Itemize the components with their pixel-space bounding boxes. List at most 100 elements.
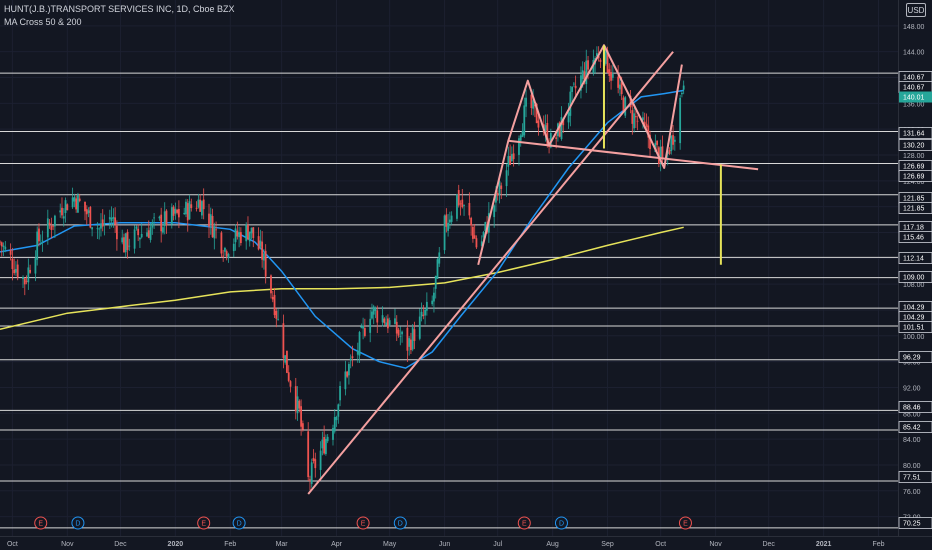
- candle-body: [64, 200, 67, 213]
- level-price-label: 96.29: [903, 355, 921, 362]
- candle-body: [300, 406, 303, 427]
- candle-body: [571, 86, 573, 92]
- candle-body: [535, 103, 538, 124]
- candle-body: [425, 301, 428, 311]
- candle-body: [29, 269, 32, 273]
- candle-body: [238, 232, 241, 238]
- ma50-line: [0, 89, 684, 369]
- candle-body: [434, 275, 437, 289]
- candle-body: [261, 241, 264, 260]
- earnings-event-icon[interactable]: [517, 516, 531, 530]
- candle-body: [431, 300, 434, 305]
- earnings-event-icon[interactable]: [34, 516, 48, 530]
- candle-body: [587, 60, 589, 70]
- time-tick-label: Feb: [224, 541, 236, 548]
- candle-body: [321, 439, 324, 449]
- candle-body: [636, 120, 639, 122]
- indicator-legend[interactable]: MA Cross 50 & 200: [4, 17, 82, 27]
- candle-body: [493, 205, 496, 218]
- candle-body: [585, 60, 588, 85]
- candle-body: [85, 209, 88, 215]
- candle-body: [424, 309, 426, 316]
- level-price-label-box: [898, 471, 932, 483]
- candle-body: [381, 315, 384, 323]
- candle-body: [567, 112, 570, 123]
- candle-body: [374, 308, 377, 311]
- candle-body: [335, 416, 338, 421]
- level-price-label: 85.42: [903, 425, 921, 432]
- candle-body: [307, 431, 310, 478]
- candle-body: [250, 227, 253, 234]
- level-price-label: 126.69: [903, 164, 925, 171]
- earnings-event-icon[interactable]: [678, 516, 692, 530]
- drawings-layer[interactable]: [307, 44, 759, 495]
- candle-body: [642, 117, 644, 121]
- candle-body: [213, 226, 216, 239]
- level-price-label: 121.85: [903, 206, 925, 213]
- candle-body: [222, 255, 225, 257]
- candle-body: [314, 459, 317, 469]
- price-tick-label: 92.00: [903, 385, 921, 392]
- candle-body: [66, 204, 69, 211]
- candle-body: [174, 208, 177, 214]
- price-tick-label: 76.00: [903, 489, 921, 496]
- candle-body: [259, 240, 262, 247]
- candle-body: [629, 95, 632, 108]
- candle-body: [9, 249, 12, 255]
- dividend-event-icon[interactable]: [393, 516, 407, 530]
- candle-body: [610, 72, 612, 81]
- candle-body: [162, 227, 164, 233]
- candle-body: [480, 241, 483, 246]
- dividend-event-icon[interactable]: [232, 516, 246, 530]
- price-tick-label: 100.00: [903, 334, 925, 341]
- candle-body: [433, 292, 435, 302]
- earnings-event-icon[interactable]: [356, 516, 370, 530]
- candle-body: [78, 198, 81, 202]
- candle-body: [158, 216, 161, 219]
- time-tick-label: Nov: [61, 541, 74, 548]
- candle-body: [296, 396, 299, 414]
- dividend-event-label: D: [75, 521, 80, 528]
- candle-body: [448, 219, 451, 223]
- candle-body: [337, 404, 340, 417]
- candle-body: [39, 243, 42, 244]
- candle-body: [362, 325, 364, 329]
- candle-body: [647, 125, 650, 138]
- candle-body: [532, 100, 535, 109]
- candle-body: [23, 278, 26, 285]
- candle-body: [333, 417, 336, 432]
- horizontal-levels[interactable]: [0, 72, 898, 529]
- time-axis[interactable]: Oct Nov Dec 2020 Feb Mar Apr May Jun Jul Aug Sep Oct…: [0, 536, 932, 550]
- earnings-event-icon[interactable]: [197, 516, 211, 530]
- candle-body: [176, 209, 179, 213]
- last-price-badge: [899, 91, 932, 103]
- uptrend-trendline[interactable]: [307, 51, 674, 495]
- dividend-event-icon[interactable]: [554, 516, 568, 530]
- candle-body: [445, 214, 448, 227]
- candle-body: [199, 199, 202, 212]
- candle-body: [634, 116, 637, 118]
- candle-body: [128, 245, 131, 247]
- last-price-label: 140.01: [903, 95, 925, 102]
- price-axis[interactable]: 72.0076.0080.0084.0088.0092.0096.00100.0…: [898, 0, 932, 536]
- candle-body: [583, 71, 586, 82]
- level-price-label-box: [898, 170, 932, 182]
- candle-body: [48, 222, 51, 225]
- candle-body: [195, 207, 198, 209]
- dividend-event-label: D: [398, 521, 403, 528]
- candle-body: [595, 53, 598, 57]
- candle-body: [410, 339, 412, 351]
- time-tick-label: Dec: [114, 541, 127, 548]
- candle-body: [371, 311, 373, 319]
- level-price-label-box: [898, 202, 932, 214]
- candle-body: [224, 247, 226, 252]
- pattern-trendline[interactable]: [477, 44, 683, 266]
- candle-body: [645, 123, 648, 127]
- candle-body: [247, 225, 249, 240]
- dividend-event-icon[interactable]: [71, 516, 85, 530]
- currency-button[interactable]: USD: [906, 3, 926, 17]
- candle-body: [287, 372, 290, 381]
- level-price-label: 101.51: [903, 325, 925, 332]
